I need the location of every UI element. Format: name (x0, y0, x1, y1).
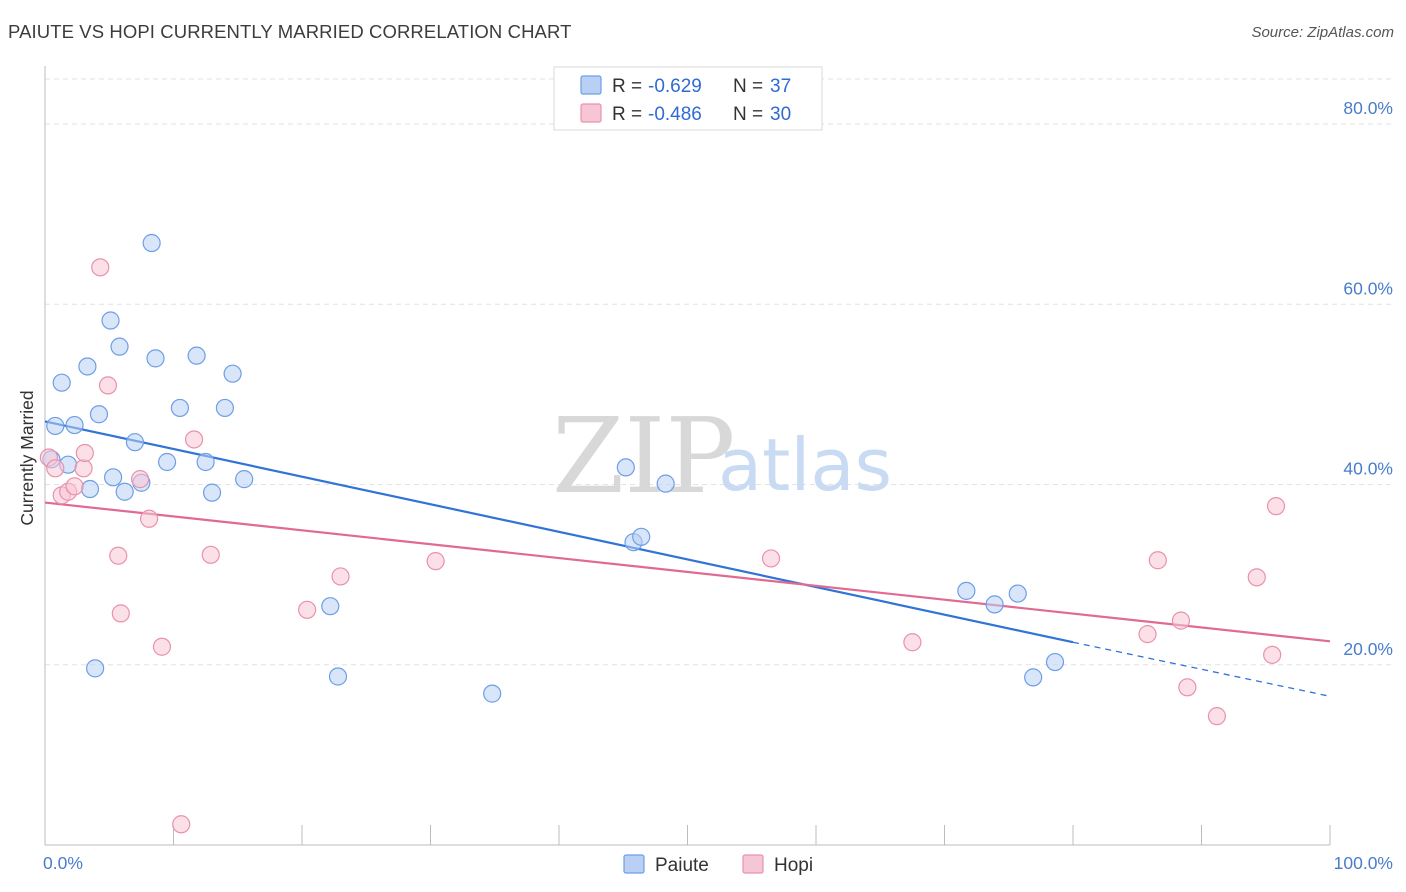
watermark-atlas: atlas (718, 423, 892, 507)
legend-n-value: 30 (770, 104, 791, 125)
point-hopi (298, 600, 317, 619)
point-paiute (196, 452, 215, 472)
point-hopi (74, 459, 93, 478)
point-paiute (125, 433, 145, 452)
point-hopi (91, 258, 110, 277)
point-paiute (235, 470, 254, 489)
point-paiute (52, 373, 71, 392)
legend-r-label: R = (612, 76, 642, 97)
point-paiute (1024, 668, 1043, 687)
point-paiute (157, 452, 177, 472)
point-hopi (1178, 678, 1197, 697)
watermark-zip: ZIP (552, 395, 735, 517)
point-paiute (86, 659, 105, 678)
point-hopi (46, 459, 65, 478)
point-paiute (78, 357, 97, 376)
point-paiute (616, 458, 635, 477)
point-paiute (142, 233, 161, 253)
point-hopi (98, 376, 118, 395)
point-paiute (146, 349, 165, 368)
y-tick-label: 80.0% (1343, 98, 1393, 118)
point-paiute (115, 482, 134, 501)
gridlines (45, 78, 1392, 666)
point-paiute (656, 474, 675, 493)
point-hopi (1266, 497, 1286, 516)
point-paiute (89, 405, 109, 424)
legend-r-value: -0.629 (648, 76, 702, 97)
point-paiute (985, 595, 1004, 614)
point-hopi (130, 470, 150, 489)
point-paiute (957, 581, 976, 600)
point-hopi (111, 604, 130, 623)
point-paiute (328, 667, 348, 686)
point-hopi (184, 430, 204, 449)
y-tick-label: 20.0% (1343, 639, 1393, 659)
point-paiute (46, 416, 65, 436)
point-paiute (483, 684, 502, 703)
legend-r-value: -0.486 (648, 104, 702, 125)
trend-line-hopi (44, 501, 1331, 643)
legend-n-label: N = (733, 104, 763, 125)
y-axis-label: Currently Married (17, 390, 37, 525)
source-credit: Source: ZipAtlas.com (1251, 24, 1394, 41)
point-hopi (1207, 707, 1227, 726)
point-hopi (903, 633, 922, 652)
point-paiute (187, 346, 206, 365)
point-paiute (321, 597, 340, 616)
trend-line-extension-paiute (1072, 641, 1331, 697)
point-paiute (1008, 584, 1027, 603)
point-hopi (426, 552, 445, 571)
point-paiute (632, 527, 651, 546)
legend-swatch-paiute (580, 75, 602, 95)
chart-title: PAIUTE VS HOPI CURRENTLY MARRIED CORRELA… (8, 21, 572, 42)
y-tick-label: 60.0% (1343, 278, 1393, 298)
series-legend-label-paiute: Paiute (655, 855, 709, 876)
point-hopi (139, 509, 159, 528)
legend-r-label: R = (612, 104, 642, 125)
point-paiute (101, 311, 120, 330)
stats-legend: R = -0.629 N = 37 R = -0.486 N = 30 (553, 66, 823, 131)
point-hopi (761, 549, 781, 568)
point-hopi (1247, 568, 1266, 587)
series-legend-swatch-hopi (742, 854, 764, 874)
point-hopi (1263, 645, 1282, 664)
point-paiute (110, 337, 129, 356)
point-paiute (65, 415, 84, 435)
x-tick-label-left: 0.0% (43, 853, 83, 873)
point-hopi (109, 546, 128, 565)
point-paiute (223, 364, 242, 383)
series-legend: Paiute Hopi (623, 854, 813, 876)
point-paiute (202, 483, 222, 502)
point-hopi (65, 477, 84, 496)
legend-n-value: 37 (770, 76, 791, 97)
trend-line-paiute (44, 420, 1074, 644)
x-tick-label-right: 100.0% (1334, 853, 1393, 873)
point-paiute (104, 468, 123, 487)
trend-lines (44, 420, 1331, 697)
point-hopi (172, 815, 191, 834)
point-paiute (170, 398, 190, 418)
point-hopi (75, 443, 94, 463)
series-legend-swatch-paiute (623, 854, 645, 874)
point-paiute (80, 479, 100, 499)
point-hopi (1148, 551, 1167, 570)
point-hopi (1171, 611, 1191, 630)
point-paiute (215, 398, 234, 418)
y-tick-label: 40.0% (1343, 459, 1393, 479)
point-hopi (1138, 625, 1157, 644)
point-hopi (201, 545, 220, 564)
watermark: ZIP atlas (552, 395, 892, 517)
legend-swatch-hopi (580, 103, 602, 123)
point-hopi (331, 567, 350, 586)
data-points (39, 233, 1286, 834)
legend-n-label: N = (733, 76, 763, 97)
point-hopi (152, 637, 172, 656)
tick-labels: 20.0% 40.0% 60.0% 80.0% 0.0% 100.0% (43, 98, 1393, 873)
point-paiute (1045, 652, 1065, 672)
series-legend-label-hopi: Hopi (774, 855, 813, 876)
